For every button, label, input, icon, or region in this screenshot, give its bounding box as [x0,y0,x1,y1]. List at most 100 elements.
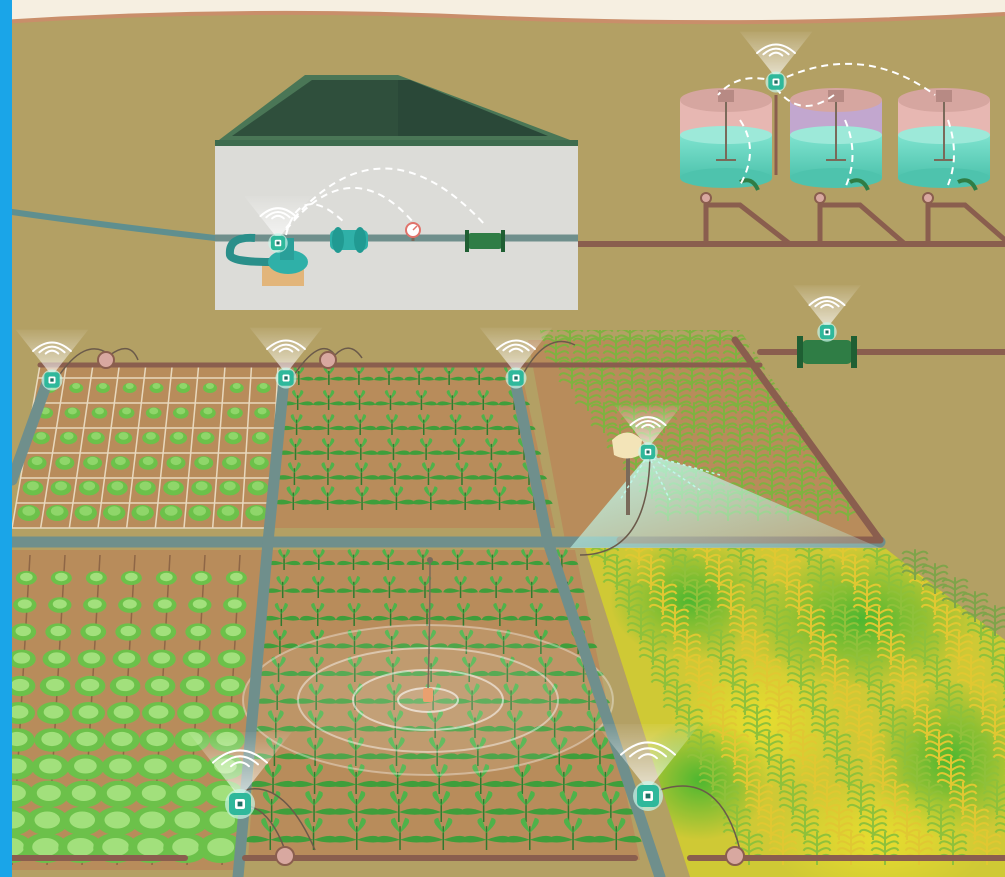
leafy-plant-icon [443,575,478,598]
leafy-plant-icon [313,366,344,385]
cabbage-icon [217,649,246,669]
leafy-plant-icon [334,683,377,710]
cabbage-icon [74,505,97,521]
leafy-plant-icon [332,763,380,794]
cabbage-icon [256,383,271,393]
cabbage-icon [106,480,128,496]
cabbage-icon [10,623,37,641]
leafy-plant-icon [470,414,504,435]
corn-plant-icon [556,330,584,345]
cabbage-icon [32,431,50,445]
leafy-plant-icon [260,629,300,654]
corn-plant-icon [724,380,752,411]
leafy-plant-icon [376,438,411,460]
cabbage-icon [142,702,176,724]
corn-plant-icon [626,607,656,640]
leafy-plant-icon [536,737,583,766]
leafy-plant-icon [406,549,440,570]
leafy-plant-icon [343,486,381,510]
wireless-sensor-node-icon [614,405,682,462]
leafy-plants-top [274,366,553,510]
corn-plant-icon [706,330,734,345]
leafy-plant-icon [334,656,375,682]
leafy-plant-icon [332,737,379,766]
leafy-plant-icon [490,683,533,710]
leafy-plant-icon [439,414,473,435]
cabbage-icon [254,407,270,419]
leafy-plant-icon [416,790,466,822]
flow-meter-icon [330,227,368,253]
cabbage-icon [77,649,106,669]
corn-plant-icon [932,607,962,640]
corn-plant-icon [694,380,722,411]
leafy-plant-icon [474,438,509,460]
cabbage-icon [216,505,240,521]
cabbage-icon [133,780,174,808]
corn-plant-icon [1002,683,1005,710]
leafy-plant-icon [278,438,313,460]
leafy-plant-icon [501,790,551,822]
leafy-plant-icon [404,366,435,385]
cabbage-icon [159,505,183,521]
leafy-plant-icon [374,790,424,822]
corn-plant-icon [666,424,694,455]
cabbage-icon [166,456,186,470]
leafy-plant-icon [461,817,513,850]
leafy-plant-icon [475,549,509,570]
leafy-plant-icon [244,817,296,850]
corn-plant-icon [602,336,630,367]
corn-plant-icon [772,446,800,477]
cabbage-icon [212,702,246,724]
cabbage-icon [91,407,108,419]
cabbage-icon [138,456,158,470]
corn-plant-icon [812,782,842,815]
corn-plant-icon [758,468,786,499]
corn-plant-icon [994,808,1005,835]
cabbage-icon [78,480,100,496]
leafy-plant-icon [308,486,347,510]
leafy-plant-icon [414,737,460,766]
cabbage-icon [31,754,70,780]
lettuce-grid-lines [11,364,279,529]
cabbage-icon [17,505,41,521]
corn-plant-icon [886,582,916,615]
leafy-plant-icon [263,602,300,626]
corn-plant-icon [864,607,894,640]
leafy-plant-icon [517,602,555,626]
leafy-plant-icon [302,549,336,570]
cabbage-icon [34,728,70,752]
leafy-plant-icon [510,549,544,570]
corn-plant-icon [888,657,918,690]
cabbage-icon [74,675,106,697]
leafy-plant-icon [532,710,577,738]
cabbage-icon [28,780,69,808]
corn-plant-icon [726,424,754,455]
cabbage-icon [136,754,175,780]
leafy-plant-icon [374,366,405,385]
leafy-plant-icon [492,710,537,738]
corn-plant-icon [692,336,720,367]
corn-plant-icon [572,336,600,367]
corn-plant-icon [990,657,1005,690]
soil-moisture-probe-icon [423,557,433,702]
wireless-sensor-node-icon [739,31,813,93]
gauge-dials [97,192,934,866]
pressure-gauge-icon [405,222,421,241]
leafy-plant-icon [480,486,519,510]
wireless-sensor-node-icon [793,285,861,342]
cabbage-icon [139,728,175,752]
cabbage-icon [69,383,84,393]
corn-plant-icon [574,380,602,411]
cabbage-icon [95,806,139,836]
leafy-plant-icon [487,656,528,682]
corn-plant-icon [766,757,796,790]
corn-plant-icon [696,424,724,455]
cabbage-icon [69,728,105,752]
cabbage-icon [177,702,211,724]
cabbage-icon [142,431,160,445]
leafy-plant-icon [343,390,376,410]
leafy-plant-icon [343,414,377,435]
leafy-plant-icon [464,366,495,385]
corn-plant-icon [808,632,838,665]
leafy-plant-icon [337,549,371,570]
